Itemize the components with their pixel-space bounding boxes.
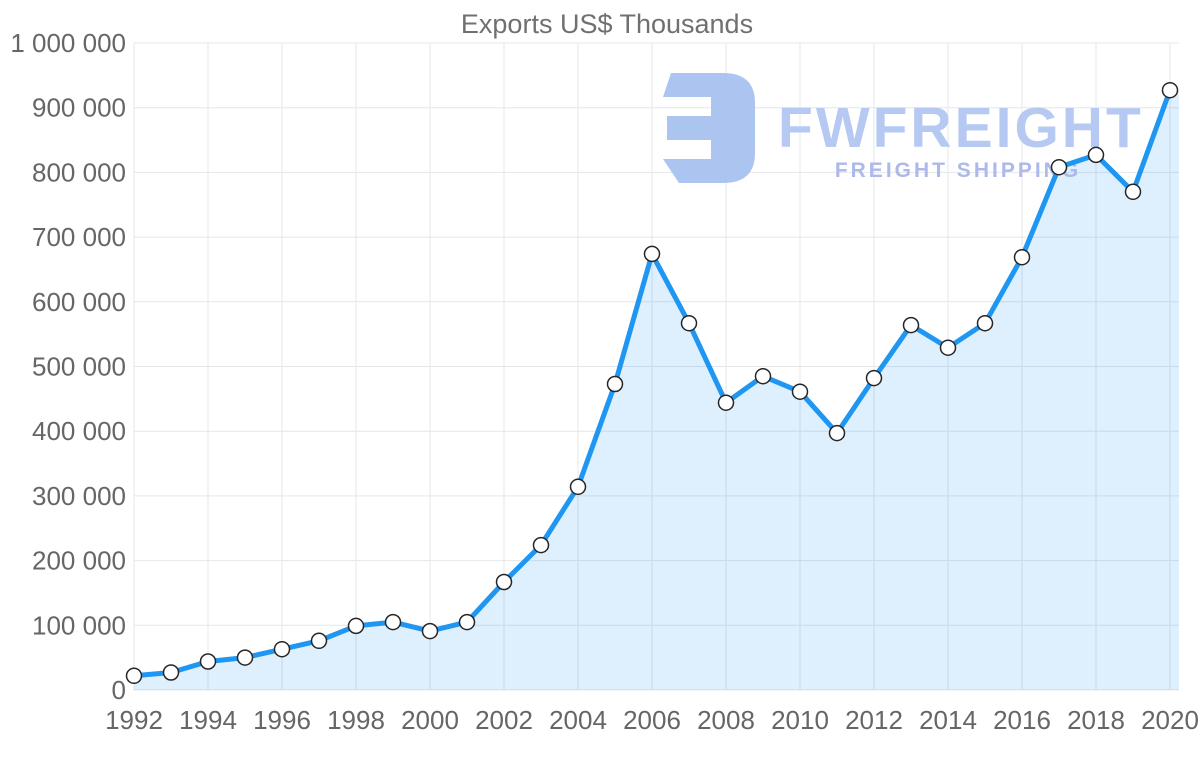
data-point-1992[interactable]: [125, 667, 143, 685]
data-point-1997[interactable]: [310, 632, 328, 650]
watermark-tagline-text: FREIGHT SHIPPING: [835, 159, 1081, 182]
watermark-brand-text: FWFREIGHT: [778, 96, 1144, 160]
data-point-1998[interactable]: [347, 617, 365, 635]
data-point-2008[interactable]: [717, 394, 735, 411]
y-tick-label: 200 000: [32, 546, 126, 576]
x-tick-label: 2016: [993, 705, 1051, 735]
y-tick-label: 300 000: [32, 481, 126, 511]
data-point-2006[interactable]: [643, 245, 661, 263]
data-point-2003[interactable]: [532, 536, 550, 554]
data-point-2000[interactable]: [421, 622, 439, 640]
y-tick-label: 0: [112, 675, 126, 705]
x-tick-label: 1994: [179, 705, 237, 735]
marker-layer: [125, 81, 1179, 685]
x-axis-labels: 1992 1994 1996 1998 2000 2002 2004 2006 2008 2010…: [105, 705, 1199, 735]
y-tick-label: 100 000: [32, 610, 126, 640]
x-tick-label: 1996: [253, 705, 311, 735]
x-tick-label: 2004: [549, 705, 607, 735]
y-tick-label: 800 000: [32, 157, 126, 187]
y-tick-label: 1 000 000: [10, 28, 126, 58]
fwfreight-watermark: FWFREIGHT FREIGHT SHIPPING: [663, 73, 1144, 183]
y-axis-labels: 0 100 000 200 000 300 000 400 000 500 000 600 …: [10, 28, 126, 705]
x-tick-label: 2000: [401, 705, 459, 735]
y-tick-label: 400 000: [32, 416, 126, 446]
data-point-2004[interactable]: [569, 478, 587, 496]
x-tick-label: 1998: [327, 705, 385, 735]
data-point-2005[interactable]: [606, 375, 624, 393]
x-tick-label: 2002: [475, 705, 533, 735]
data-point-2019[interactable]: [1124, 183, 1142, 201]
x-tick-label: 2008: [697, 705, 755, 735]
fwfreight-logo-icon: [663, 73, 755, 183]
x-tick-label: 2018: [1067, 705, 1125, 735]
x-tick-label: 2020: [1141, 705, 1199, 735]
chart-title: Exports US$ Thousands: [461, 9, 753, 39]
data-point-1994[interactable]: [199, 653, 217, 670]
data-point-2001[interactable]: [458, 613, 476, 631]
data-point-1995[interactable]: [236, 649, 254, 666]
data-point-1996[interactable]: [273, 640, 291, 658]
x-tick-label: 2010: [771, 705, 829, 735]
data-point-2011[interactable]: [828, 424, 846, 442]
y-tick-label: 600 000: [32, 287, 126, 317]
x-tick-label: 2012: [845, 705, 903, 735]
series-area-fill: [134, 90, 1179, 690]
data-point-2014[interactable]: [939, 339, 957, 356]
y-tick-label: 700 000: [32, 222, 126, 252]
x-tick-label: 1992: [105, 705, 163, 735]
data-point-1999[interactable]: [384, 613, 402, 631]
data-point-2010[interactable]: [791, 383, 809, 400]
x-tick-label: 2006: [623, 705, 681, 735]
data-point-2016[interactable]: [1013, 248, 1031, 266]
data-point-2009[interactable]: [754, 367, 772, 385]
y-tick-label: 900 000: [32, 93, 126, 123]
y-tick-label: 500 000: [32, 352, 126, 382]
grid-layer: [133, 42, 1179, 691]
x-tick-label: 2014: [919, 705, 977, 735]
data-point-2007[interactable]: [680, 314, 698, 332]
data-point-2012[interactable]: [865, 369, 883, 387]
data-point-2002[interactable]: [495, 573, 513, 591]
data-point-2020[interactable]: [1161, 81, 1179, 99]
data-point-2013[interactable]: [902, 316, 920, 334]
data-point-2015[interactable]: [976, 314, 994, 332]
data-point-2018[interactable]: [1087, 146, 1105, 164]
data-point-1993[interactable]: [162, 664, 180, 681]
data-point-2017[interactable]: [1050, 158, 1068, 176]
